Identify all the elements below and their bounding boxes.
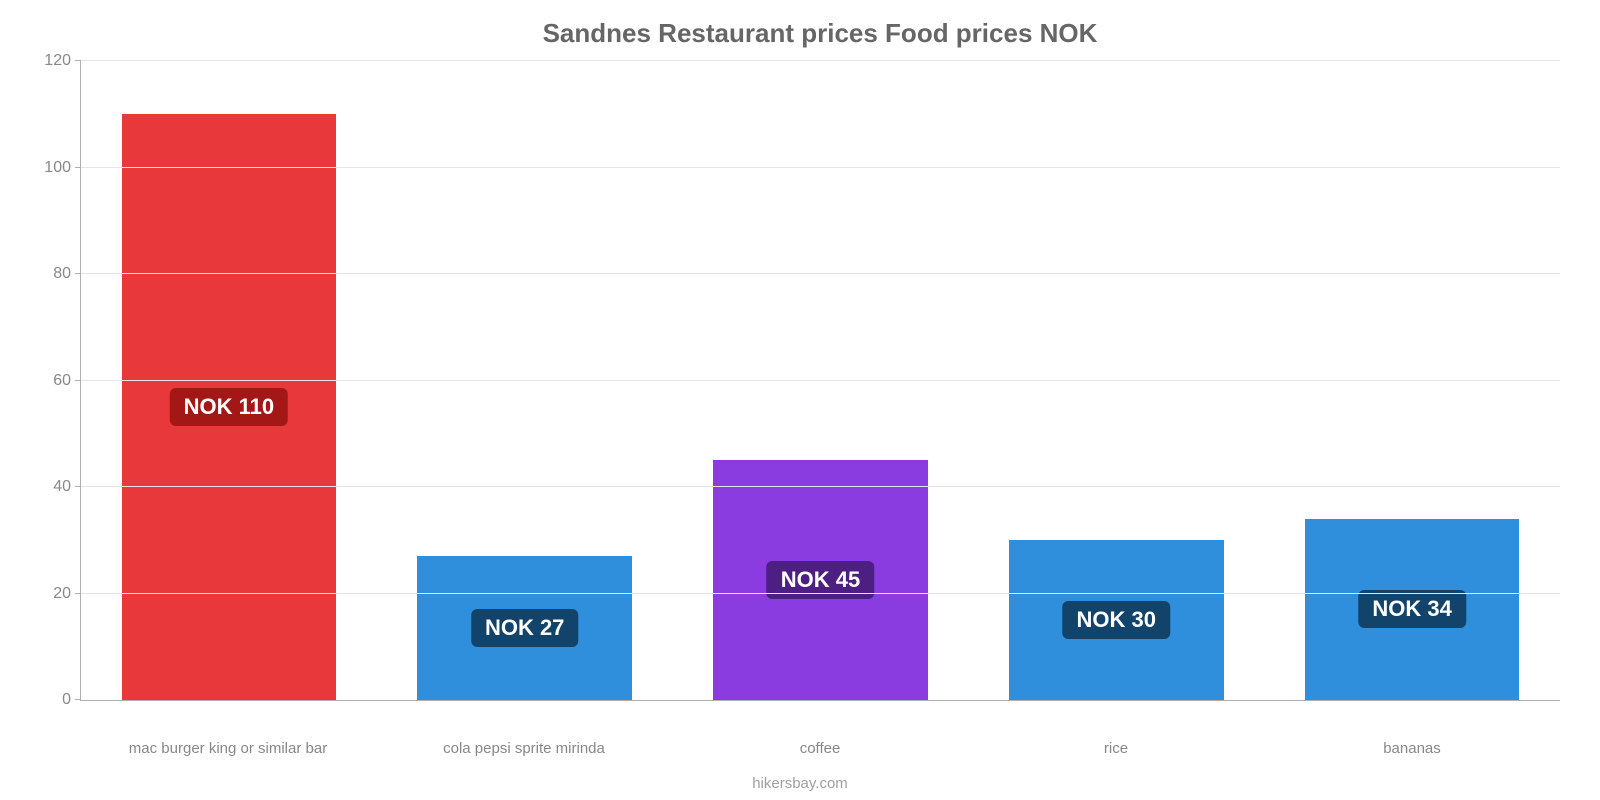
y-tick-mark: [75, 167, 81, 168]
x-axis-label: cola pepsi sprite mirinda: [443, 740, 605, 757]
bar: NOK 34: [1305, 519, 1519, 700]
y-tick-label: 0: [62, 691, 71, 709]
plot-area: NOK 110NOK 27NOK 45NOK 30NOK 34 02040608…: [80, 61, 1560, 701]
bar: NOK 45: [713, 460, 927, 700]
bar-value-label: NOK 27: [471, 609, 578, 647]
y-tick-mark: [75, 699, 81, 700]
bar-value-label: NOK 30: [1063, 601, 1170, 639]
source-label: hikersbay.com: [0, 775, 1600, 792]
x-axis: mac burger king or similar bar cola pepsi…: [80, 740, 1560, 764]
bar: NOK 30: [1009, 540, 1223, 700]
x-axis-label: coffee: [800, 740, 841, 757]
bars-layer: NOK 110 NOK 27 NOK 45 NOK 30 NOK 34: [81, 61, 1560, 700]
y-tick-mark: [75, 60, 81, 61]
chart-title: Sandnes Restaurant prices Food prices NO…: [80, 18, 1560, 49]
y-tick-label: 120: [44, 52, 71, 70]
y-tick-mark: [75, 380, 81, 381]
y-tick-label: 60: [53, 372, 71, 390]
grid-line: [81, 167, 1560, 168]
y-tick-label: 40: [53, 478, 71, 496]
x-axis-label: bananas: [1383, 740, 1441, 757]
y-tick-mark: [75, 593, 81, 594]
grid-line: [81, 593, 1560, 594]
grid-line: [81, 60, 1560, 61]
y-tick-mark: [75, 273, 81, 274]
bar-value-label: NOK 34: [1358, 590, 1465, 628]
y-tick-label: 80: [53, 265, 71, 283]
grid-line: [81, 273, 1560, 274]
y-tick-label: 100: [44, 159, 71, 177]
grid-line: [81, 486, 1560, 487]
chart-container: Sandnes Restaurant prices Food prices NO…: [0, 0, 1600, 800]
x-axis-label: mac burger king or similar bar: [129, 740, 327, 757]
grid-line: [81, 380, 1560, 381]
y-tick-mark: [75, 486, 81, 487]
y-tick-label: 20: [53, 585, 71, 603]
bar: NOK 27: [417, 556, 631, 700]
x-axis-label: rice: [1104, 740, 1128, 757]
bar: NOK 110: [122, 114, 336, 700]
bar-value-label: NOK 110: [170, 388, 289, 426]
